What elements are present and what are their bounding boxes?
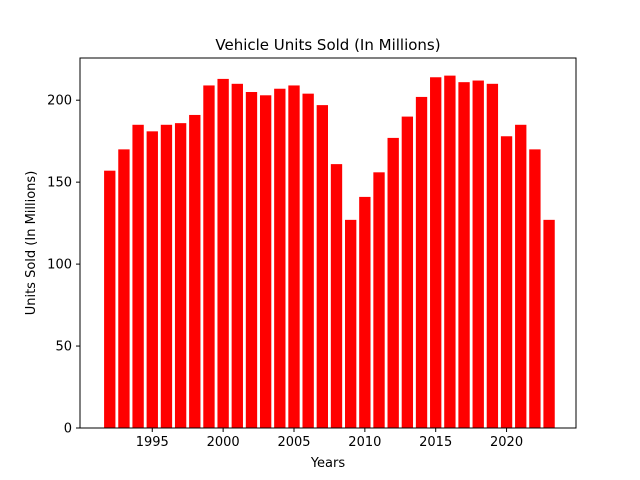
x-axis-label: Years — [310, 456, 346, 471]
bar-2023 — [543, 219, 555, 428]
x-axis-ticks: 1995 2000 2005 2010 2015 2020 — [136, 428, 523, 450]
bar-2009 — [345, 219, 357, 428]
x-tick-label: 2020 — [490, 435, 523, 450]
bar-1996 — [160, 124, 173, 428]
x-tick-label: 2005 — [277, 435, 310, 450]
y-tick-label: 200 — [47, 94, 72, 109]
x-tick-label: 2000 — [207, 435, 240, 450]
bar-2004 — [274, 88, 286, 428]
bar-2016 — [444, 75, 456, 429]
y-axis-ticks: 0 50 100 150 200 — [47, 94, 80, 437]
bar-2019 — [486, 83, 499, 428]
bar-2013 — [401, 116, 414, 428]
bar-2000 — [217, 78, 229, 429]
chart-title: Vehicle Units Sold (In Millions) — [215, 36, 440, 54]
bar-2014 — [415, 96, 428, 429]
bar-2003 — [259, 95, 272, 428]
y-tick-label: 0 — [64, 422, 72, 437]
bar-1997 — [174, 123, 187, 429]
plot-frame — [79, 57, 577, 429]
x-tick-label: 1995 — [136, 435, 169, 450]
y-tick-label: 50 — [55, 340, 72, 355]
bar-2002 — [245, 92, 258, 428]
bar-2012 — [387, 137, 399, 428]
bars-group — [104, 75, 555, 429]
bar-2018 — [472, 80, 484, 428]
bar-2017 — [458, 82, 470, 429]
bar-2006 — [302, 93, 314, 429]
bar-2005 — [288, 85, 300, 428]
bar-1999 — [203, 85, 215, 428]
bar-1995 — [146, 131, 158, 428]
bar-2022 — [529, 149, 541, 428]
x-tick-label: 2015 — [419, 435, 452, 450]
bar-2001 — [231, 83, 243, 428]
bar-1993 — [118, 149, 130, 428]
bar-2015 — [430, 77, 442, 428]
y-axis-label: Units Sold (In Millions) — [24, 171, 39, 316]
y-tick-label: 100 — [47, 258, 72, 273]
bar-2020 — [500, 136, 513, 428]
bar-2010 — [359, 196, 371, 428]
bar-1994 — [132, 124, 144, 428]
bar-1998 — [189, 114, 201, 428]
bar-1992 — [104, 170, 116, 428]
bar-2007 — [316, 105, 328, 429]
bar-2008 — [330, 164, 343, 428]
bar-2011 — [373, 172, 385, 428]
y-tick-label: 150 — [47, 176, 72, 191]
x-tick-label: 2010 — [348, 435, 381, 450]
bar-2021 — [515, 124, 527, 428]
